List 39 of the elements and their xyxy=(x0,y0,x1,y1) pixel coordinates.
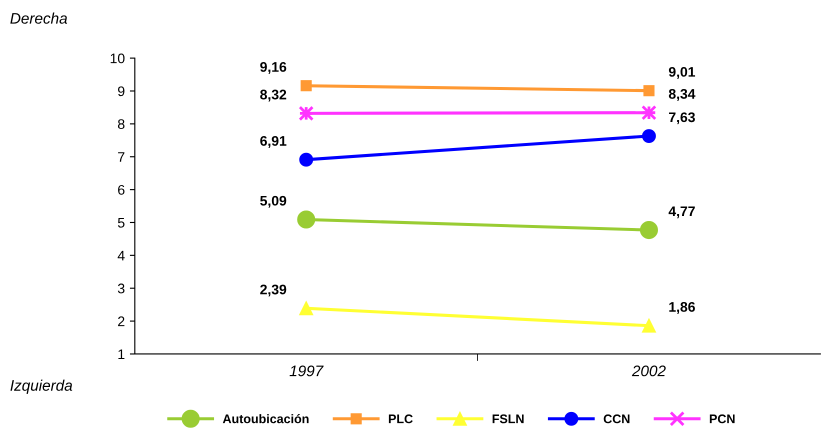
y-tick-label: 10 xyxy=(110,53,125,64)
y-tick-label: 4 xyxy=(118,250,125,260)
point xyxy=(641,105,657,120)
y-tick-label: 5 xyxy=(118,218,125,228)
point xyxy=(299,152,314,167)
data-label: 8,32 xyxy=(260,90,286,102)
y-tick-label: 8 xyxy=(118,119,124,130)
data-label: 7,63 xyxy=(669,112,695,124)
point xyxy=(299,301,314,316)
legend-label: Autoubicación xyxy=(222,414,309,424)
text: Izquierda xyxy=(10,380,72,394)
legend-label: FSLN xyxy=(492,414,524,424)
y-tick-label: 2 xyxy=(118,316,124,326)
data-label: 1,86 xyxy=(669,302,695,314)
x-tick-label: 2002 xyxy=(632,365,666,376)
data-label: 6,91 xyxy=(260,136,286,148)
x-tick-label: 1997 xyxy=(290,365,324,376)
legend-label: CCN xyxy=(604,414,630,424)
y-tick-label: 3 xyxy=(118,284,124,294)
y-tick-label: 6 xyxy=(118,184,124,195)
data-label: 8,34 xyxy=(668,88,696,101)
data-label: 4,77 xyxy=(668,206,695,218)
data-label: 5,09 xyxy=(260,196,286,208)
y-tick-label: 9 xyxy=(118,86,124,96)
data-label: 9,16 xyxy=(260,62,286,74)
legend-label: PLC xyxy=(388,414,413,424)
point xyxy=(297,210,316,229)
text: Derecha xyxy=(10,12,68,24)
legend-label: PCN xyxy=(710,414,735,424)
point xyxy=(643,85,655,96)
point xyxy=(642,318,656,333)
data-label: 2,39 xyxy=(260,284,286,296)
point xyxy=(298,106,314,121)
point xyxy=(300,80,312,92)
point xyxy=(642,129,656,143)
y-tick-label: 7 xyxy=(118,152,124,162)
point xyxy=(640,221,658,240)
y-tick-label: 1 xyxy=(118,349,124,360)
data-label: 9,01 xyxy=(668,66,696,79)
